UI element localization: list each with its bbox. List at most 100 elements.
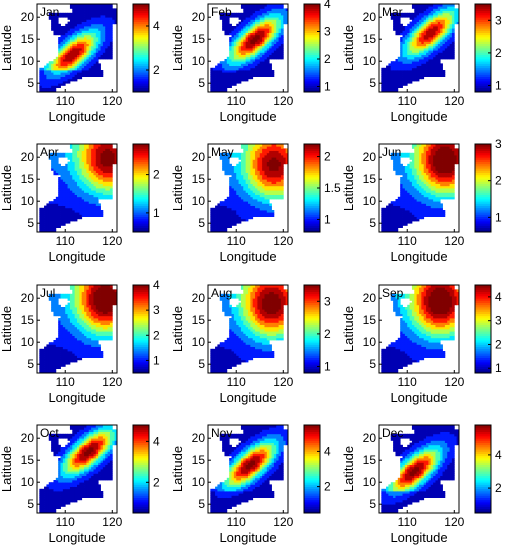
heatmap-cell [273, 4, 277, 7]
heatmap-cell [426, 17, 429, 20]
heatmap-cell [95, 32, 99, 36]
heatmap-cell [407, 163, 410, 167]
heatmap-cell [74, 56, 78, 60]
heatmap-cell [419, 48, 422, 51]
heatmap-cell [440, 34, 443, 38]
heatmap-cell [416, 50, 420, 53]
heatmap-cell [72, 48, 76, 51]
heatmap-cell [231, 54, 235, 58]
heatmap-cell [105, 32, 108, 36]
heatmap-cell [72, 196, 76, 200]
heatmap-cell [226, 67, 230, 71]
heatmap-cell [88, 72, 92, 75]
colorbar-segment [304, 28, 320, 31]
heatmap-cell [77, 196, 80, 200]
heatmap-cell [62, 170, 66, 173]
heatmap-cell [255, 28, 258, 31]
heatmap-cell [67, 163, 71, 167]
heatmap-cell [451, 39, 455, 42]
heatmap-cell [226, 85, 230, 88]
heatmap-cell [426, 28, 429, 31]
heatmap-cell [383, 89, 387, 93]
heatmap-cell [440, 70, 443, 73]
heatmap-cell [102, 12, 106, 16]
heatmap-cell [69, 21, 73, 25]
heatmap-cell [100, 56, 104, 60]
heatmap-cell [400, 81, 403, 84]
heatmap-cell [100, 43, 104, 47]
heatmap-cell [248, 34, 251, 38]
heatmap-cell [259, 30, 263, 33]
x-tick-label: 110 [56, 94, 75, 108]
heatmap-cell [395, 26, 399, 29]
heatmap-cell [88, 188, 92, 191]
heatmap-cell [212, 78, 216, 82]
heatmap-cell [411, 76, 415, 80]
colorbar-segment [133, 4, 149, 7]
heatmap-cell [62, 177, 66, 180]
heatmap-cell [62, 223, 66, 226]
heatmap-cell [55, 201, 59, 204]
heatmap-cell [240, 63, 244, 66]
heatmap-cell [395, 78, 399, 82]
heatmap-cell [255, 19, 258, 22]
heatmap-cell [280, 12, 284, 16]
heatmap-cell [55, 28, 59, 31]
heatmap-cell [86, 45, 90, 49]
heatmap-cell [55, 67, 59, 71]
heatmap-cell [243, 10, 247, 14]
heatmap-cell [60, 214, 64, 217]
heatmap-cell [407, 59, 410, 62]
heatmap-cell [411, 78, 415, 82]
heatmap-cell [65, 52, 68, 55]
heatmap-cell [98, 67, 101, 71]
heatmap-cell [273, 8, 277, 11]
heatmap-cell [88, 74, 92, 77]
heatmap-cell [72, 174, 76, 178]
heatmap-cell [55, 56, 59, 60]
heatmap-cells [381, 4, 460, 93]
heatmap-cell [100, 45, 104, 49]
heatmap-cell [226, 17, 230, 20]
heatmap-cell [411, 65, 415, 69]
heatmap-cell [264, 70, 268, 73]
colorbar-segment [133, 12, 149, 16]
heatmap-cell [229, 43, 232, 47]
heatmap-cell [55, 159, 59, 162]
colorbar-segment [475, 10, 491, 14]
heatmap-cell [100, 34, 104, 38]
colorbar-segment [475, 43, 491, 47]
heatmap-cell [435, 67, 439, 71]
heatmap-cell [210, 85, 214, 88]
heatmap-cell [416, 17, 420, 20]
heatmap-cell [79, 207, 83, 211]
heatmap-cell [67, 67, 71, 71]
heatmap-cell [407, 63, 410, 66]
heatmap-cell [95, 161, 99, 165]
heatmap-cell [226, 12, 230, 16]
heatmap-cell [442, 37, 446, 40]
heatmap-cell [229, 39, 232, 42]
heatmap-cell [91, 19, 94, 22]
heatmap-cell [262, 48, 265, 51]
heatmap-cell [74, 185, 78, 189]
heatmap-cell [259, 8, 263, 11]
heatmap-cell [430, 39, 434, 42]
heatmap-cell [231, 70, 235, 73]
heatmap-cell [419, 12, 422, 16]
heatmap-cell [98, 181, 101, 184]
heatmap-cell [88, 32, 92, 36]
heatmap-cell [69, 30, 73, 33]
heatmap-cell [278, 26, 282, 29]
heatmap-cell [46, 70, 50, 73]
heatmap-cell [257, 30, 261, 33]
heatmap-cell [416, 39, 420, 42]
heatmap-cell [414, 15, 418, 18]
heatmap-cell [426, 48, 429, 51]
heatmap-cell [219, 74, 223, 77]
colorbar-segment [133, 72, 149, 75]
heatmap-cell [419, 19, 422, 22]
heatmap-cell [69, 34, 73, 38]
heatmap-cell [62, 221, 66, 224]
